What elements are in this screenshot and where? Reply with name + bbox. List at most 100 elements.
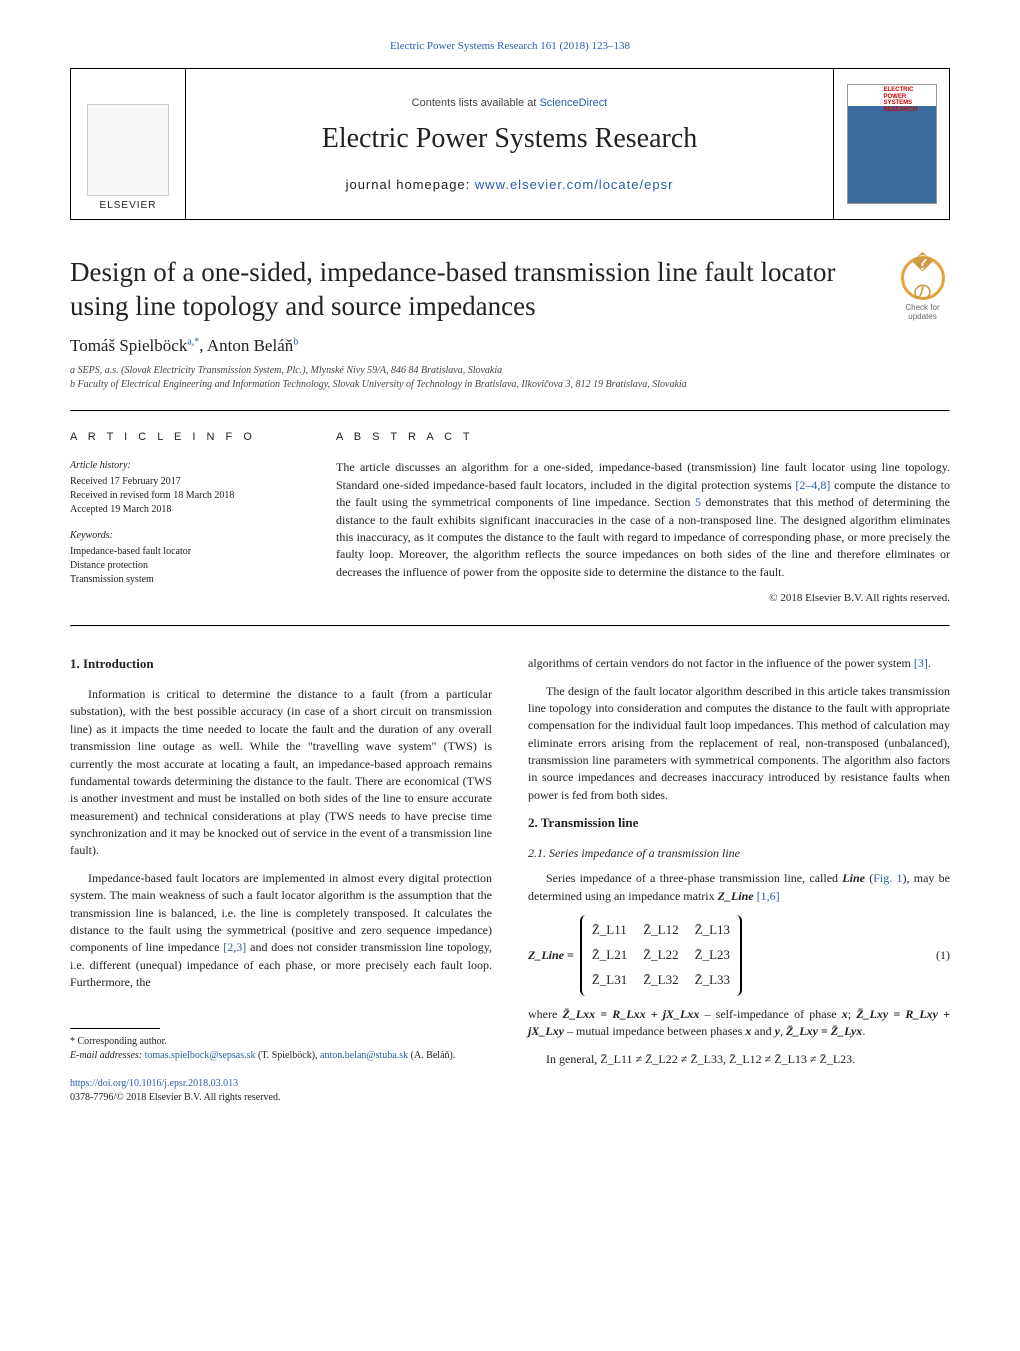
journal-header: ELSEVIER Contents lists available at Sci…	[70, 68, 950, 220]
affiliation-a: a SEPS, a.s. (Slovak Electricity Transmi…	[70, 364, 950, 378]
abs-cite-1[interactable]: [2–4,8]	[795, 478, 830, 492]
equation-1-number: (1)	[936, 947, 950, 964]
elsevier-wordmark: ELSEVIER	[100, 200, 157, 211]
affiliations: a SEPS, a.s. (Slovak Electricity Transmi…	[70, 364, 950, 392]
journal-cover-icon: ELECTRIC POWER SYSTEMS RESEARCH	[847, 84, 937, 204]
running-head-link[interactable]: Electric Power Systems Research 161 (201…	[70, 40, 950, 52]
email-1[interactable]: tomas.spielbock@sepsas.sk	[145, 1050, 256, 1061]
contents-prefix: Contents lists available at	[412, 97, 540, 109]
keyword-3: Transmission system	[70, 573, 300, 587]
journal-homepage: journal homepage: www.elsevier.com/locat…	[346, 177, 674, 192]
p2-cite[interactable]: [2,3]	[223, 940, 246, 954]
homepage-link[interactable]: www.elsevier.com/locate/epsr	[475, 177, 674, 192]
m13: Z̄_L13	[695, 921, 730, 940]
w-b: Z̄_Lxx = R_Lxx + jX_Lxx	[562, 1007, 699, 1021]
history-received: Received 17 February 2017	[70, 475, 300, 489]
author-2-sup: b	[293, 336, 298, 347]
m11: Z̄_L11	[592, 921, 627, 940]
email-2-who: (A. Beláň).	[408, 1050, 455, 1061]
abstract-copyright: © 2018 Elsevier B.V. All rights reserved…	[336, 591, 950, 607]
w-i: and	[751, 1024, 774, 1038]
homepage-prefix: journal homepage:	[346, 177, 475, 192]
w-m: .	[862, 1024, 865, 1038]
p3-b: .	[928, 656, 931, 670]
keywords-block: Keywords: Impedance-based fault locator …	[70, 529, 300, 587]
affiliation-b: b Faculty of Electrical Engineering and …	[70, 378, 950, 392]
author-2: , Anton Beláň	[199, 336, 293, 355]
section-1-head: 1. Introduction	[70, 655, 492, 674]
sciencedirect-link[interactable]: ScienceDirect	[539, 97, 607, 109]
article-info: A R T I C L E I N F O Article history: R…	[70, 430, 300, 608]
column-left: 1. Introduction Information is critical …	[70, 655, 492, 1104]
authors-line: Tomáš Spielböcka,*, Anton Beláňb	[70, 336, 950, 356]
header-center: Contents lists available at ScienceDirec…	[186, 69, 834, 219]
para-5: Series impedance of a three-phase transm…	[528, 870, 950, 905]
para-2: Impedance-based fault locators are imple…	[70, 870, 492, 992]
info-abstract-row: A R T I C L E I N F O Article history: R…	[70, 430, 950, 608]
p5-e: Z_Line	[718, 889, 754, 903]
para-4: The design of the fault locator algorith…	[528, 683, 950, 805]
m21: Z̄_L21	[592, 946, 627, 965]
m33: Z̄_L33	[695, 971, 730, 990]
rule-top	[70, 410, 950, 412]
history-revised: Received in revised form 18 March 2018	[70, 489, 300, 503]
email-line: E-mail addresses: tomas.spielbock@sepsas…	[70, 1049, 492, 1063]
cover-label: ELECTRIC POWER SYSTEMS RESEARCH	[884, 87, 934, 113]
keyword-1: Impedance-based fault locator	[70, 545, 300, 559]
article-title: Design of a one-sided, impedance-based t…	[70, 256, 871, 324]
w-c: – self-impedance of phase	[699, 1007, 841, 1021]
page: Electric Power Systems Research 161 (201…	[0, 0, 1020, 1145]
section-2-head: 2. Transmission line	[528, 814, 950, 833]
title-row: Design of a one-sided, impedance-based t…	[70, 256, 950, 324]
bottom-block: https://doi.org/10.1016/j.epsr.2018.03.0…	[70, 1077, 492, 1105]
p5-fig[interactable]: Fig. 1	[873, 871, 902, 885]
m23: Z̄_L23	[695, 946, 730, 965]
abstract-head: A B S T R A C T	[336, 430, 950, 446]
section-2-1-head: 2.1. Series impedance of a transmission …	[528, 845, 950, 862]
m32: Z̄_L32	[643, 971, 678, 990]
p5-cite[interactable]: [1,6]	[754, 889, 780, 903]
general-line: In general, Z̄_L11 ≠ Z̄_L22 ≠ Z̄_L33, Z̄…	[528, 1051, 950, 1068]
w-g: – mutual impedance between phases	[564, 1024, 745, 1038]
p5-b: Line	[842, 871, 865, 885]
doi-link[interactable]: https://doi.org/10.1016/j.epsr.2018.03.0…	[70, 1078, 238, 1089]
m22: Z̄_L22	[643, 946, 678, 965]
contents-line: Contents lists available at ScienceDirec…	[412, 97, 608, 109]
issn-line: 0378-7796/© 2018 Elsevier B.V. All right…	[70, 1091, 492, 1105]
cover-thumb-block: ELECTRIC POWER SYSTEMS RESEARCH	[834, 69, 949, 219]
rule-bottom	[70, 625, 950, 627]
equation-1: Z_Line = Z̄_L11 Z̄_L12 Z̄_L13 Z̄_L21 Z̄_…	[528, 915, 950, 996]
para-3: algorithms of certain vendors do not fac…	[528, 655, 950, 672]
check-updates-text: Check for updates	[895, 303, 950, 321]
column-right: algorithms of certain vendors do not fac…	[528, 655, 950, 1104]
w-e: ;	[848, 1007, 856, 1021]
abstract: A B S T R A C T The article discusses an…	[336, 430, 950, 608]
m12: Z̄_L12	[643, 921, 678, 940]
email-2[interactable]: anton.belan@stuba.sk	[320, 1050, 408, 1061]
keyword-2: Distance protection	[70, 559, 300, 573]
m31: Z̄_L31	[592, 971, 627, 990]
p5-c: (	[865, 871, 873, 885]
history-block: Article history: Received 17 February 20…	[70, 459, 300, 517]
p5-a: Series impedance of a three-phase transm…	[546, 871, 842, 885]
author-1-sup: a,*	[187, 336, 199, 347]
eq-lhs: Z_Line =	[528, 947, 574, 964]
body-columns: 1. Introduction Information is critical …	[70, 655, 950, 1104]
journal-title: Electric Power Systems Research	[322, 123, 698, 155]
article-info-head: A R T I C L E I N F O	[70, 430, 300, 445]
check-updates-icon: �の	[901, 256, 945, 300]
elsevier-tree-icon	[87, 104, 169, 196]
email-label: E-mail addresses:	[70, 1050, 145, 1061]
footnote-rule	[70, 1028, 160, 1029]
elsevier-logo-block: ELSEVIER	[71, 69, 186, 219]
w-l: Z̄_Lxy = Z̄_Lyx	[786, 1024, 862, 1038]
p3-cite[interactable]: [3]	[914, 656, 928, 670]
author-1: Tomáš Spielböck	[70, 336, 187, 355]
equation-1-body: Z_Line = Z̄_L11 Z̄_L12 Z̄_L13 Z̄_L21 Z̄_…	[528, 915, 748, 996]
w-a: where	[528, 1007, 562, 1021]
check-updates-badge[interactable]: �の Check for updates	[895, 256, 950, 321]
where-line: where Z̄_Lxx = R_Lxx + jX_Lxx – self-imp…	[528, 1006, 950, 1041]
history-head: Article history:	[70, 459, 300, 473]
abstract-text: The article discusses an algorithm for a…	[336, 459, 950, 581]
corresponding-author: * Corresponding author.	[70, 1035, 492, 1049]
